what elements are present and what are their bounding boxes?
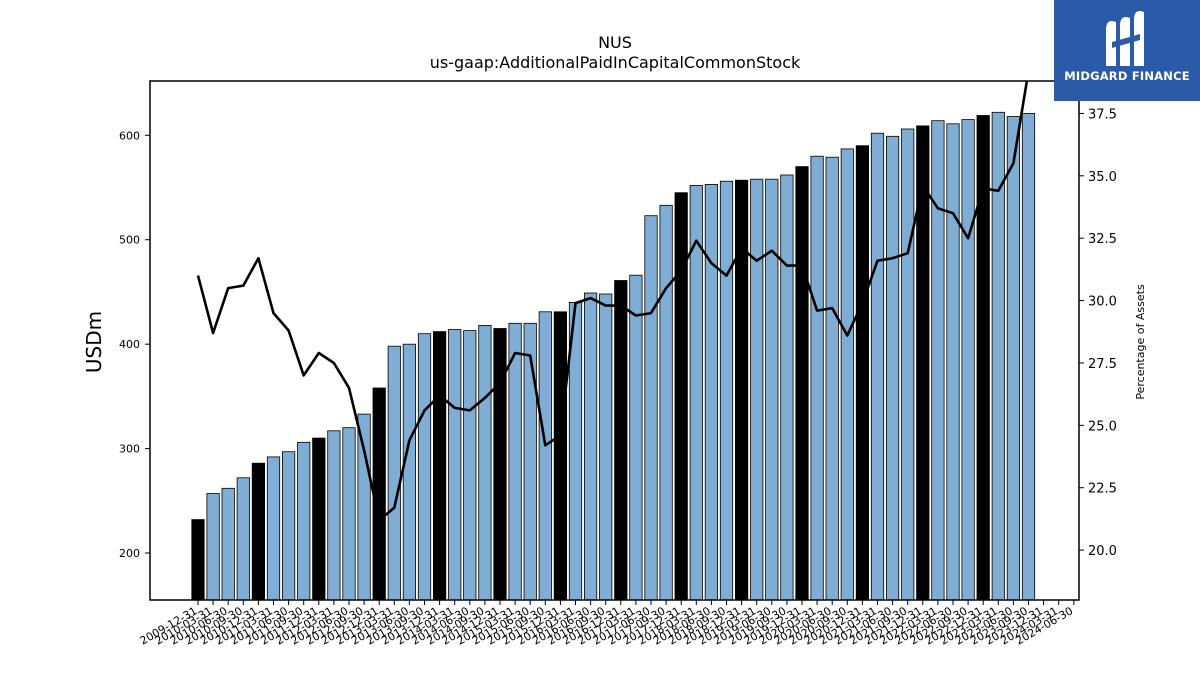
bar: [312, 437, 326, 601]
y-tick-label: 500: [119, 234, 140, 247]
bar: [855, 145, 870, 601]
bar: [251, 462, 265, 601]
bar: [297, 441, 311, 601]
y2-tick-label: 35.0: [1088, 170, 1117, 185]
logo-text: MIDGARD FINANCE: [1064, 69, 1190, 83]
y-tick-label: 200: [119, 547, 140, 560]
y2-tick-label: 37.5: [1088, 107, 1117, 122]
bar: [1021, 113, 1036, 601]
bar: [221, 487, 235, 601]
bar: [719, 180, 734, 601]
bar: [659, 204, 673, 601]
bar: [629, 274, 643, 601]
y2-tick-label: 30.0: [1088, 295, 1117, 310]
bar: [508, 322, 522, 601]
y-axis-label: USDm: [82, 311, 106, 373]
bar: [206, 493, 220, 601]
bar: [432, 331, 447, 601]
right-y-axis: 20.0 22.5 25.0 27.5 30.0 32.5 35.0 37.5: [1079, 107, 1117, 559]
bar: [840, 148, 854, 601]
bar: [931, 120, 945, 601]
left-y-axis: 200 300 400 500 600: [119, 129, 150, 560]
bar: [614, 280, 628, 601]
y2-tick-label: 25.0: [1088, 419, 1117, 434]
bar: [870, 132, 885, 601]
bar: [236, 477, 250, 601]
bar: [478, 324, 492, 601]
bar: [281, 451, 296, 601]
bar: [327, 430, 341, 601]
x-axis: 2009-12-312010-03-312010-06-302010-09-30…: [138, 600, 1075, 648]
brand-logo: MIDGARD FINANCE: [1054, 0, 1200, 101]
bar: [901, 128, 915, 601]
y-tick-label: 600: [119, 129, 140, 142]
bar: [357, 413, 371, 601]
bar: [765, 178, 779, 601]
bar: [448, 329, 462, 601]
bar: [750, 178, 764, 601]
chart-title: NUS: [598, 33, 632, 52]
bar: [523, 322, 537, 601]
bar: [402, 343, 417, 601]
y2-axis-label: Percentage of Assets: [1134, 284, 1147, 400]
line-series: [196, 81, 1029, 522]
bar: [674, 192, 688, 601]
bar: [795, 166, 809, 601]
bar: [417, 333, 432, 601]
bar: [342, 427, 356, 601]
bar: [825, 156, 839, 601]
y2-tick-label: 20.0: [1088, 544, 1117, 559]
bar: [704, 183, 719, 601]
bar: [644, 215, 658, 601]
bar: [387, 345, 401, 601]
y-tick-label: 300: [119, 443, 140, 456]
chart-subtitle: us-gaap:AdditionalPaidInCapitalCommonSto…: [430, 53, 801, 72]
bar: [584, 292, 598, 601]
y2-tick-label: 22.5: [1088, 482, 1117, 497]
bar: [553, 311, 568, 601]
bar: [493, 328, 507, 601]
series-line: [196, 81, 1029, 522]
bar: [266, 456, 281, 601]
bar: [961, 119, 975, 601]
logo-icon: [1106, 11, 1144, 66]
bar: [463, 330, 477, 601]
bar: [916, 125, 930, 601]
bar: [538, 311, 552, 601]
bar: [599, 293, 613, 601]
bar: [1006, 116, 1021, 601]
y2-tick-label: 27.5: [1088, 357, 1117, 372]
bar: [780, 174, 794, 601]
bar: [735, 179, 749, 601]
bar: [191, 519, 205, 601]
y-tick-label: 400: [119, 338, 140, 351]
bar: [810, 155, 824, 601]
plot-frame: [149, 80, 1080, 601]
bar: [946, 123, 960, 601]
bar: [886, 135, 900, 601]
y2-tick-label: 32.5: [1088, 232, 1117, 247]
